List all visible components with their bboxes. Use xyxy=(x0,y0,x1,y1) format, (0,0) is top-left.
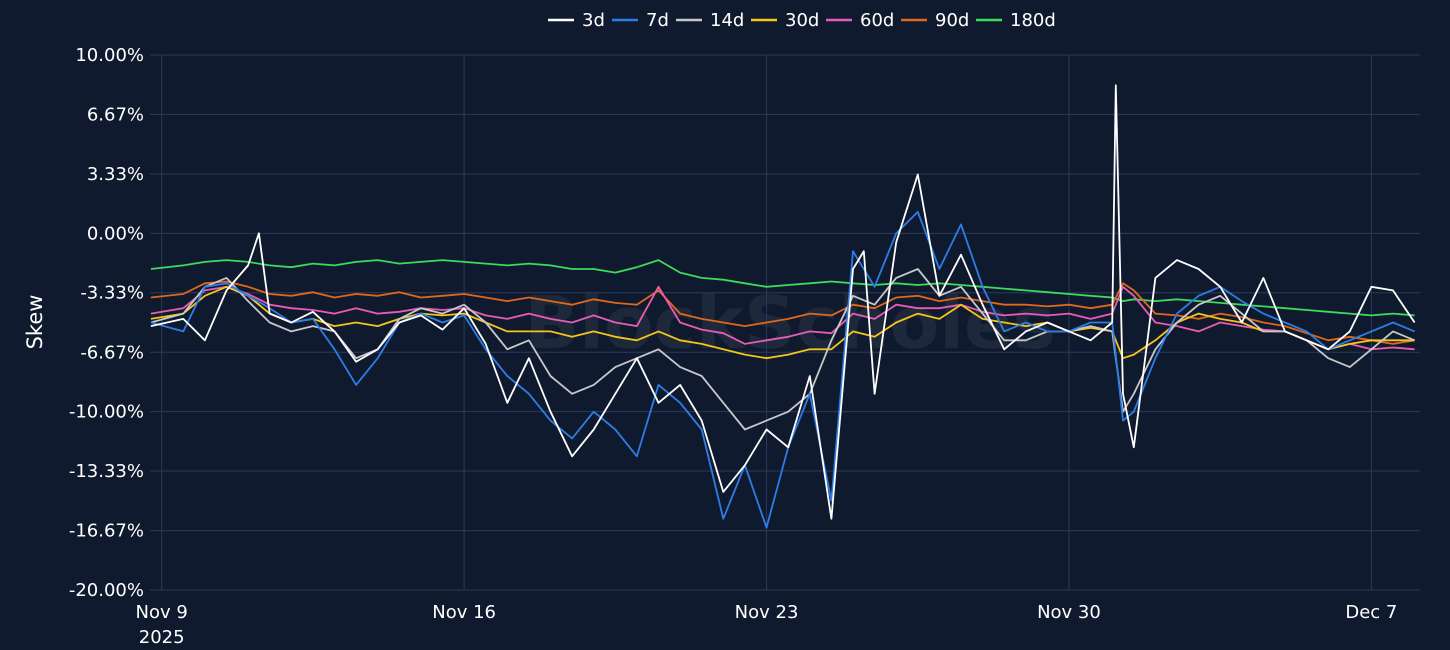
grid xyxy=(150,54,1420,591)
series-line-180d xyxy=(150,259,1415,317)
x-tick-year-label: 2025 xyxy=(139,627,185,648)
y-axis-title: Skew xyxy=(23,295,47,350)
y-tick-label: -20.00% xyxy=(69,580,144,601)
legend-label: 30d xyxy=(785,10,819,31)
legend-label: 90d xyxy=(935,10,969,31)
legend-label: 180d xyxy=(1010,10,1056,31)
legend-item-7d[interactable]: 7d xyxy=(612,10,669,31)
legend[interactable]: 3d 7d 14d 30d 60d 90d 180d xyxy=(548,10,1056,31)
legend-item-90d[interactable]: 90d xyxy=(901,10,969,31)
legend-item-30d[interactable]: 30d xyxy=(751,10,819,31)
y-tick-label: -6.67% xyxy=(80,342,144,363)
series-line-60d xyxy=(150,285,1415,351)
y-tick-label: -3.33% xyxy=(80,283,144,304)
y-tick-label: -10.00% xyxy=(69,402,144,423)
legend-label: 14d xyxy=(710,10,744,31)
x-tick-label: Nov 16 xyxy=(432,602,496,623)
x-tick-label: Nov 30 xyxy=(1037,602,1101,623)
series-line-3d xyxy=(150,84,1416,520)
x-axis-ticks: Nov 9 2025 Nov 16 Nov 23 Nov 30 Dec 7 xyxy=(136,602,1398,648)
x-tick-label: Nov 23 xyxy=(735,602,799,623)
y-tick-label: -16.67% xyxy=(69,521,144,542)
series-line-30d xyxy=(150,285,1415,360)
y-axis-ticks: 10.00% 6.67% 3.33% 0.00% -3.33% -6.67% -10.00%… xyxy=(69,45,144,601)
series-line-7d xyxy=(150,210,1415,529)
y-tick-label: 6.67% xyxy=(87,104,144,125)
series-line-90d xyxy=(150,280,1415,345)
legend-label: 60d xyxy=(860,10,894,31)
y-tick-label: 0.00% xyxy=(87,223,144,244)
y-tick-label: 10.00% xyxy=(75,45,144,66)
y-tick-label: -13.33% xyxy=(69,461,144,482)
x-tick-label: Dec 7 xyxy=(1345,602,1397,623)
legend-item-180d[interactable]: 180d xyxy=(976,10,1056,31)
legend-item-14d[interactable]: 14d xyxy=(676,10,744,31)
legend-item-3d[interactable]: 3d xyxy=(548,10,605,31)
series-lines xyxy=(150,84,1416,529)
x-tick-label: Nov 9 xyxy=(136,602,188,623)
legend-item-60d[interactable]: 60d xyxy=(826,10,894,31)
legend-label: 7d xyxy=(646,10,669,31)
y-tick-label: 3.33% xyxy=(87,164,144,185)
legend-label: 3d xyxy=(582,10,605,31)
